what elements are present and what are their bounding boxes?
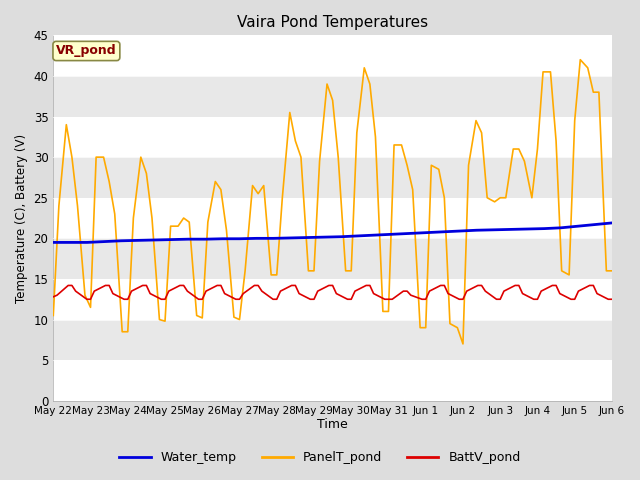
Bar [53, 117, 612, 157]
Bar [53, 320, 612, 360]
Y-axis label: Temperature (C), Battery (V): Temperature (C), Battery (V) [15, 133, 28, 302]
Bar [53, 360, 612, 401]
Bar [53, 279, 612, 320]
Bar [53, 76, 612, 117]
Bar [53, 198, 612, 239]
Legend: Water_temp, PanelT_pond, BattV_pond: Water_temp, PanelT_pond, BattV_pond [115, 446, 525, 469]
Text: VR_pond: VR_pond [56, 45, 116, 58]
X-axis label: Time: Time [317, 419, 348, 432]
Title: Vaira Pond Temperatures: Vaira Pond Temperatures [237, 15, 428, 30]
Bar [53, 239, 612, 279]
Bar [53, 157, 612, 198]
Bar [53, 36, 612, 76]
